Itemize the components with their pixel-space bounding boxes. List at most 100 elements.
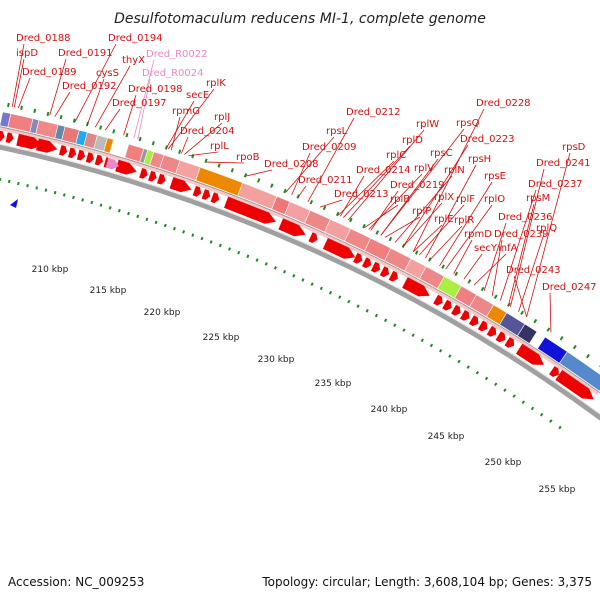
- gene-label: Dred_0192: [62, 81, 117, 92]
- scale-label: 210 kbp: [32, 265, 69, 275]
- leader-line: [419, 204, 465, 256]
- gene-label: rplV: [414, 163, 434, 174]
- outer-tick: [138, 136, 142, 142]
- gene-label: rplL: [210, 141, 229, 152]
- backbone-line-outer: [0, 144, 600, 421]
- scale-label: 255 kbp: [539, 485, 576, 495]
- leader-line: [453, 239, 473, 274]
- gene-label: Dred_0194: [108, 33, 163, 44]
- outer-tick: [414, 250, 419, 255]
- inner-tick: [163, 223, 167, 228]
- inner-tick: [558, 425, 562, 430]
- inner-tick: [439, 348, 443, 353]
- leader-line: [518, 233, 545, 312]
- inner-tick: [200, 236, 204, 241]
- gene-label: Dred_0237: [528, 179, 583, 190]
- gene-label: rpsL: [326, 126, 348, 137]
- outer-tick: [572, 344, 577, 350]
- leader-line: [319, 199, 343, 208]
- inner-tick: [35, 186, 39, 190]
- inner-tick: [356, 304, 360, 308]
- inner-tick: [26, 183, 29, 188]
- gene-arrow-34: [468, 315, 479, 327]
- gene-label: rplX: [434, 192, 454, 203]
- inner-tick: [62, 193, 66, 197]
- gene-label: rpsC: [430, 148, 453, 159]
- gene-arrow-33: [460, 309, 470, 321]
- gene-label: Dred_0211: [298, 175, 353, 186]
- backbone-line-inner: [0, 143, 600, 415]
- gene-arrow-3: [169, 177, 192, 193]
- gene-arrow-10: [0, 130, 5, 142]
- inner-tick: [384, 318, 388, 323]
- leader-line: [463, 253, 483, 280]
- leader-line: [105, 108, 121, 131]
- leader-line: [508, 203, 535, 306]
- gene-label: Dred_0197: [112, 98, 167, 109]
- outer-tick: [309, 199, 314, 205]
- outer-tick: [586, 353, 590, 359]
- outer-tick: [388, 236, 393, 242]
- gene-label: Dred_0241: [536, 158, 591, 169]
- genome-backbone: [0, 126, 600, 421]
- gene-arrow-21: [192, 185, 202, 197]
- leader-line: [412, 224, 443, 253]
- outer-tick: [454, 271, 459, 277]
- gene-label: rplF: [456, 194, 475, 205]
- gene-label: rpsD: [562, 142, 586, 153]
- leader-line: [13, 58, 25, 108]
- gene-label: rpoB: [236, 152, 260, 163]
- gene-label: Dred_0189: [22, 67, 77, 78]
- inner-tick: [411, 333, 415, 337]
- gene-label: cysS: [96, 68, 119, 79]
- leader-line: [402, 144, 469, 247]
- leader-line: [167, 88, 215, 150]
- gene-arrow-22: [201, 189, 211, 200]
- leader-line: [74, 43, 117, 122]
- inner-tick: [347, 299, 351, 304]
- outer-tick: [257, 178, 261, 183]
- genome-summary: Topology: circular; Length: 3,608,104 bp…: [261, 575, 592, 589]
- inner-tick: [191, 233, 195, 237]
- leader-line: [307, 117, 355, 202]
- inner-tick: [99, 203, 103, 207]
- gene-label: rplD: [402, 135, 423, 146]
- gene-label: rplO: [484, 194, 505, 205]
- inner-tick: [420, 338, 424, 343]
- gene-arrow-0: [16, 133, 43, 150]
- gene-arrow-28: [379, 266, 389, 278]
- kbp-scale: 210 kbp 215 kbp 220 kbp 225 kbp 230 kbp 235 k…: [32, 265, 576, 495]
- gene-arrow-29: [388, 270, 398, 282]
- outer-tick: [230, 168, 234, 173]
- inner-tick: [503, 388, 507, 392]
- leader-line: [429, 225, 463, 261]
- inner-tick: [53, 190, 57, 195]
- inner-tick: [328, 290, 333, 295]
- scale-label: 220 kbp: [144, 308, 181, 318]
- gene-label: rpsQ: [456, 118, 480, 129]
- gene-label: rplN: [444, 165, 465, 176]
- gene-label: secE: [186, 90, 209, 101]
- inner-tick: [475, 370, 480, 375]
- gene-label: Dred_0243: [506, 265, 561, 276]
- outer-tick: [204, 158, 208, 163]
- outer-tick: [33, 108, 37, 114]
- gene-label: rplQ: [536, 223, 557, 234]
- gene-label: Dred_0214: [356, 165, 411, 176]
- inner-tick: [338, 295, 342, 299]
- inner-tick: [521, 400, 525, 405]
- outer-tick: [46, 111, 50, 117]
- leader-line: [412, 108, 485, 252]
- leader-line: [491, 239, 503, 296]
- outer-tick: [72, 118, 76, 123]
- inner-tick: [283, 269, 287, 274]
- gene-arrow-11: [5, 132, 14, 143]
- gene-arrow-37: [495, 331, 506, 343]
- outer-tick: [270, 183, 274, 188]
- feature-box-36: [559, 351, 600, 392]
- leader-line: [170, 116, 181, 151]
- leader-line: [285, 136, 335, 193]
- inner-tick: [117, 208, 121, 213]
- gene-label: rplB: [390, 194, 410, 205]
